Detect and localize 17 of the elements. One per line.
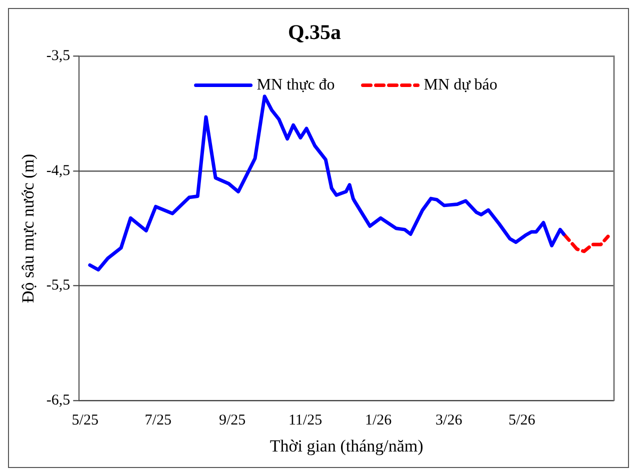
y-axis-title: Độ sâu mực nước (m) (18, 154, 38, 304)
y-tick-label: -4,5 (46, 162, 70, 179)
x-axis-title: Thời gian (tháng/năm) (270, 436, 424, 456)
legend-label: MN thực đo (256, 76, 335, 94)
x-tick-label: 7/25 (144, 412, 172, 429)
x-tick-label: 3/26 (436, 412, 463, 429)
chart-title: Q.35a (288, 20, 342, 44)
legend-label: MN dự báo (424, 76, 498, 94)
x-tick-label: 5/25 (72, 412, 98, 429)
x-tick-label: 9/25 (218, 412, 246, 429)
x-tick-label: 5/26 (508, 412, 536, 429)
x-tick-label: 1/26 (364, 412, 392, 429)
x-tick-label: 11/25 (288, 412, 322, 429)
y-tick-label: -5,5 (46, 278, 70, 294)
y-tick-label: -3,5 (46, 48, 70, 64)
y-tick-label: -6,5 (46, 392, 70, 409)
line-series (562, 232, 610, 254)
